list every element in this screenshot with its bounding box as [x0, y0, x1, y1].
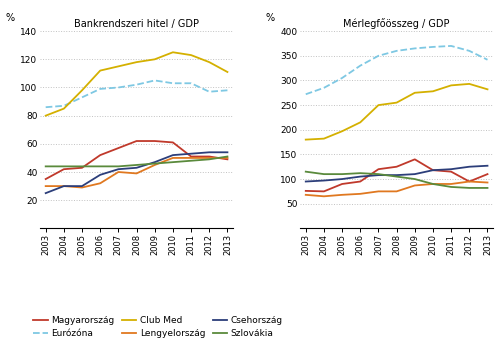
- Legend: Magyarország, Eurózóna, Club Med, Lengyelország, Csehország, Szlovákia: Magyarország, Eurózóna, Club Med, Lengye…: [30, 313, 286, 342]
- Title: Mérlegfőösszeg / GDP: Mérlegfőösszeg / GDP: [344, 18, 450, 29]
- Title: Bankrendszeri hitel / GDP: Bankrendszeri hitel / GDP: [74, 19, 199, 29]
- Text: %: %: [6, 13, 15, 23]
- Text: %: %: [266, 13, 275, 23]
